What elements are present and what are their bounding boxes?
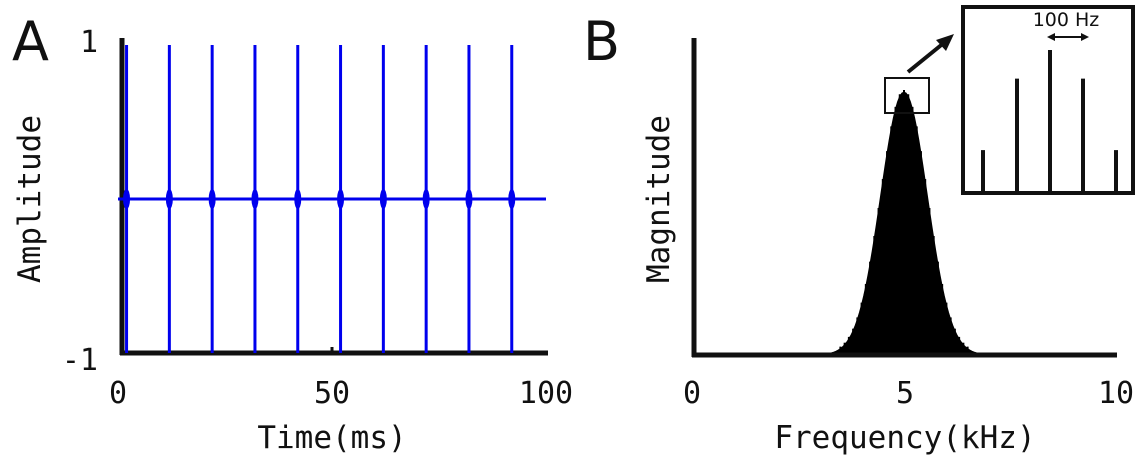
chart-b: 0 5 10 Frequency(kHz) Magnitude 100 Hz bbox=[641, 5, 1135, 456]
chart-b-xlabel: Frequency(kHz) bbox=[774, 420, 1035, 456]
chart-a-pulse-core bbox=[165, 189, 173, 209]
chart-a-pulse-core bbox=[251, 189, 259, 209]
zoom-region-box bbox=[884, 77, 930, 114]
chart-b-xtick-5: 5 bbox=[896, 376, 914, 411]
zoom-arrow bbox=[906, 34, 954, 74]
chart-a-pulse-core bbox=[508, 189, 516, 209]
chart-a-pulse-core bbox=[294, 189, 302, 209]
chart-a-ylabel: Amplitude bbox=[12, 115, 48, 283]
chart-a-ytick-min: -1 bbox=[62, 343, 98, 378]
chart-a-xlabel: Time(ms) bbox=[257, 420, 406, 456]
chart-a-pulse-core bbox=[208, 189, 216, 209]
chart-a-pulse-core bbox=[123, 189, 131, 209]
inset: 100 Hz bbox=[961, 5, 1135, 195]
chart-b-ylabel: Magnitude bbox=[641, 115, 677, 283]
chart-b-xtick-10: 10 bbox=[1098, 376, 1134, 411]
panel-b-letter: B bbox=[583, 10, 620, 73]
chart-a-ytick-max: 1 bbox=[80, 25, 98, 60]
chart-a-xtick-0: 0 bbox=[109, 376, 127, 411]
panel-a-letter: A bbox=[12, 10, 49, 73]
chart-b-bars bbox=[692, 90, 1116, 356]
chart-a-pulse-core bbox=[337, 189, 345, 209]
chart-a-series bbox=[118, 45, 546, 353]
chart-b-xtick-0: 0 bbox=[683, 376, 701, 411]
chart-a-pulse-core bbox=[422, 189, 430, 209]
inset-spacing-label: 100 Hz bbox=[1033, 9, 1100, 31]
chart-a-pulse-core bbox=[465, 189, 473, 209]
inset-lines bbox=[981, 50, 1118, 193]
chart-a-xtick-100: 100 bbox=[519, 376, 573, 411]
chart-a-xtick-50: 50 bbox=[314, 376, 350, 411]
chart-a: 1 -1 0 50 100 Time(ms) Amplitude bbox=[12, 25, 573, 456]
inset-spacing-arrow bbox=[1047, 33, 1089, 41]
chart-a-pulse-core bbox=[379, 189, 387, 209]
